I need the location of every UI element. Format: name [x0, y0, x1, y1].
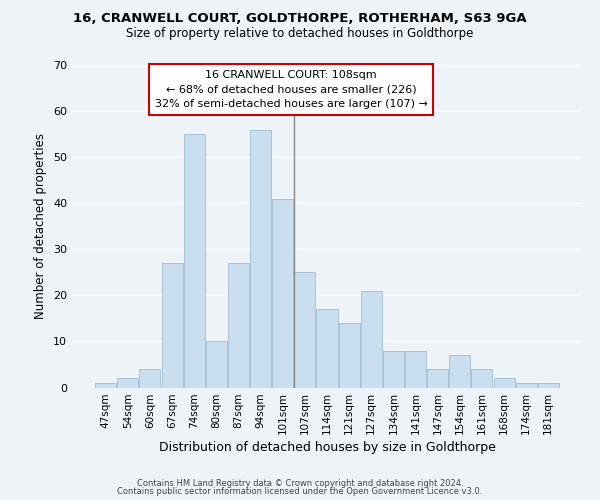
Text: 16 CRANWELL COURT: 108sqm
← 68% of detached houses are smaller (226)
32% of semi: 16 CRANWELL COURT: 108sqm ← 68% of detac…	[155, 70, 428, 110]
Bar	[206, 342, 227, 388]
Bar	[361, 291, 382, 388]
Bar	[161, 263, 182, 388]
Bar	[250, 130, 271, 388]
Text: Contains public sector information licensed under the Open Government Licence v3: Contains public sector information licen…	[118, 488, 482, 496]
Text: Size of property relative to detached houses in Goldthorpe: Size of property relative to detached ho…	[127, 28, 473, 40]
Y-axis label: Number of detached properties: Number of detached properties	[34, 133, 47, 320]
Bar	[139, 369, 160, 388]
Bar	[538, 383, 559, 388]
Bar	[449, 355, 470, 388]
Bar	[427, 369, 448, 388]
Bar	[383, 350, 404, 388]
Bar	[272, 198, 293, 388]
Text: 16, CRANWELL COURT, GOLDTHORPE, ROTHERHAM, S63 9GA: 16, CRANWELL COURT, GOLDTHORPE, ROTHERHA…	[73, 12, 527, 26]
Bar	[295, 272, 316, 388]
Bar	[515, 383, 536, 388]
Bar	[494, 378, 515, 388]
Bar	[472, 369, 493, 388]
X-axis label: Distribution of detached houses by size in Goldthorpe: Distribution of detached houses by size …	[158, 442, 496, 454]
Bar	[95, 383, 116, 388]
Bar	[316, 309, 338, 388]
Bar	[118, 378, 139, 388]
Bar	[338, 323, 359, 388]
Bar	[184, 134, 205, 388]
Bar	[405, 350, 426, 388]
Bar	[228, 263, 249, 388]
Text: Contains HM Land Registry data © Crown copyright and database right 2024.: Contains HM Land Registry data © Crown c…	[137, 480, 463, 488]
